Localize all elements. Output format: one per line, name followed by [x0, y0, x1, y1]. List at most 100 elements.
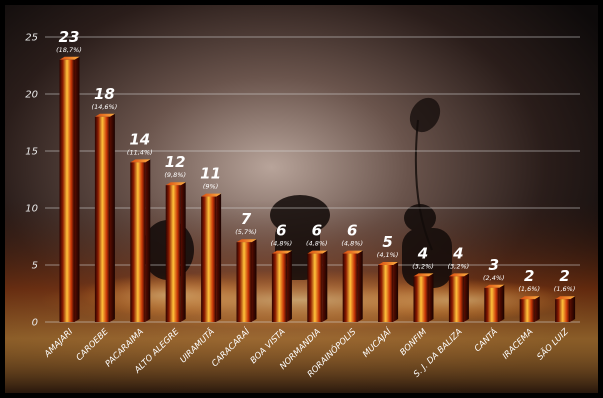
bar-front: [413, 276, 429, 322]
bar: [413, 273, 434, 322]
percent-label: (9,8%): [164, 171, 186, 179]
percent-label: (3,2%): [412, 262, 434, 270]
percent-label: (2,4%): [483, 274, 505, 282]
bar: [519, 296, 540, 322]
value-label: 18: [94, 85, 115, 103]
category-label: MUCAJAÍ: [360, 325, 395, 360]
bar: [201, 193, 222, 322]
bar: [236, 239, 257, 322]
bar-side: [109, 113, 115, 322]
value-label: 6: [347, 222, 357, 240]
bars: [59, 56, 576, 323]
bar: [342, 250, 363, 322]
bar: [271, 250, 292, 322]
percent-label: (5,7%): [235, 228, 257, 236]
bar-front: [94, 116, 110, 322]
bar-side: [286, 250, 292, 322]
bar: [484, 284, 505, 322]
value-label: 7: [241, 210, 252, 228]
y-tick-label: 5: [32, 261, 38, 272]
bar-side: [145, 159, 151, 322]
value-label: 11: [200, 165, 221, 183]
bar-side: [428, 273, 434, 322]
category-label: UIRAMUTÃ: [178, 326, 217, 365]
bar-front: [201, 196, 217, 322]
bar-top: [413, 273, 434, 277]
bar-side: [74, 56, 80, 323]
value-label: 14: [129, 130, 150, 148]
bar-side: [499, 284, 505, 322]
bar: [378, 262, 399, 322]
bar: [448, 273, 469, 322]
bar: [307, 250, 328, 322]
percent-label: (18,7%): [56, 46, 82, 54]
bar-front: [555, 299, 571, 322]
value-label: 2: [559, 267, 569, 285]
bar-top: [555, 296, 576, 300]
value-label: 12: [165, 153, 186, 171]
bar-front: [271, 253, 287, 322]
percent-label: (4,1%): [377, 251, 399, 259]
value-label: 23: [59, 28, 80, 46]
bar-side: [393, 262, 399, 322]
percent-label: (4,8%): [306, 240, 328, 248]
value-label: 6: [276, 222, 286, 240]
bar-front: [448, 276, 464, 322]
bar: [165, 182, 186, 322]
bar-front: [484, 287, 500, 322]
bar-front: [307, 253, 323, 322]
bar: [94, 113, 115, 322]
value-label: 2: [524, 267, 534, 285]
percent-label: (1,6%): [554, 285, 576, 293]
value-label: 3: [489, 256, 499, 274]
percent-label: (14,6%): [92, 103, 118, 111]
bar-top: [484, 284, 505, 288]
bar-side: [534, 296, 540, 322]
bar-side: [322, 250, 328, 322]
bar: [59, 56, 80, 323]
bar-top: [94, 113, 115, 117]
percent-label: (4,8%): [271, 240, 293, 248]
y-tick-label: 10: [25, 204, 38, 215]
category-label: IRACEMA: [501, 327, 536, 362]
category-label: CAROEBE: [75, 327, 111, 363]
bar-top: [201, 193, 222, 197]
bar-side: [180, 182, 186, 322]
data-labels: 23(18,7%)18(14,6%)14(11,4%)12(9,8%) 11(9%…: [56, 28, 575, 293]
percent-label: (1,6%): [518, 285, 540, 293]
percent-label: (9%): [203, 183, 218, 191]
bar-top: [448, 273, 469, 277]
bar-top: [519, 296, 540, 300]
category-label: AMAJARI: [42, 327, 75, 360]
bar-front: [519, 299, 535, 322]
bar-front: [236, 242, 252, 322]
value-label: 5: [382, 233, 392, 251]
value-label: 6: [312, 222, 322, 240]
bar-top: [236, 239, 257, 243]
category-label: SÃO LUIZ: [535, 326, 571, 362]
category-label: BONFIM: [398, 327, 429, 358]
bar-front: [342, 253, 358, 322]
percent-label: (4,8%): [341, 240, 363, 248]
bar-top: [271, 250, 292, 254]
bar-front: [130, 162, 146, 322]
bar-side: [357, 250, 363, 322]
bar-top: [378, 262, 399, 265]
value-label: 4: [417, 244, 428, 262]
bar-side: [570, 296, 576, 322]
y-axis: 0 5 10 15 20 25: [25, 33, 38, 329]
bar-top: [307, 250, 328, 254]
bar-front: [59, 59, 75, 323]
bar-side: [463, 273, 469, 322]
bar-front: [378, 265, 394, 322]
bar-side: [251, 239, 257, 322]
bar: [130, 159, 151, 322]
y-tick-label: 20: [25, 90, 38, 101]
category-label: CARACARAÍ: [209, 325, 254, 370]
bar-top: [342, 250, 363, 254]
bar-top: [165, 182, 186, 186]
percent-label: (11,4%): [127, 148, 153, 156]
